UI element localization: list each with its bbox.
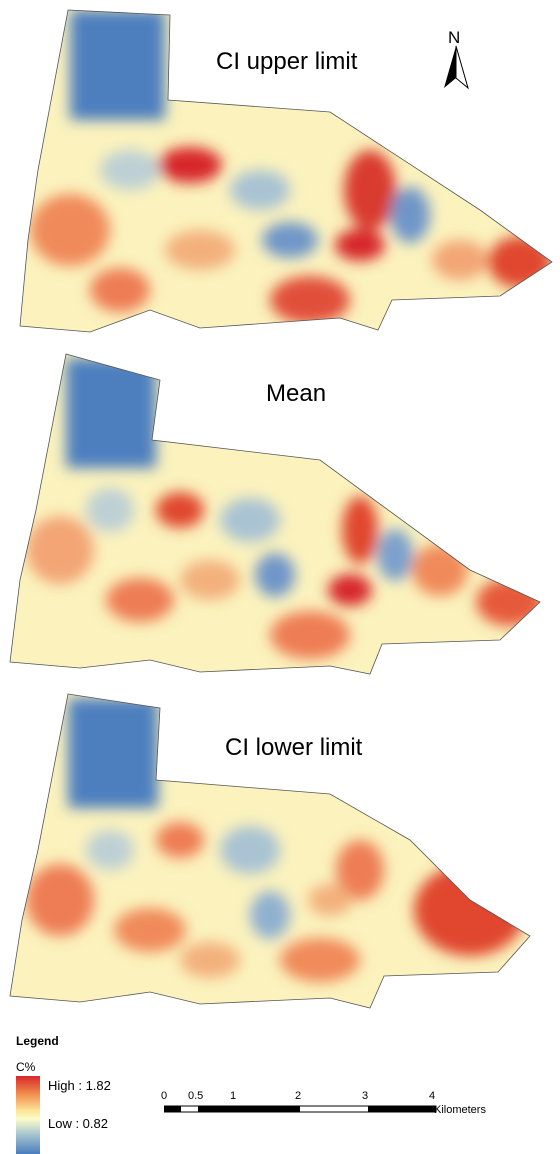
map-upper-svg	[19, 9, 553, 333]
panel-title: Mean	[266, 380, 327, 407]
scale-tick: 2	[295, 1090, 302, 1102]
panel-title: CI lower limit	[225, 734, 363, 761]
map-lower-svg	[9, 693, 531, 1009]
map-panel-upper: CI upper limit	[0, 0, 560, 340]
north-arrow: N	[436, 28, 476, 98]
legend-high-label: High : 1.82	[48, 1078, 111, 1093]
map-mean-svg	[9, 353, 541, 675]
map-panel-mean: Mean	[0, 340, 560, 690]
north-arrow-icon	[444, 45, 469, 90]
scale-unit: Kilometers	[434, 1104, 486, 1116]
legend: Legend C% High : 1.82 Low : 0.82	[16, 1030, 166, 1154]
legend-field: C%	[16, 1060, 36, 1074]
legend-color-ramp	[16, 1076, 40, 1154]
scale-tick: 4	[429, 1090, 436, 1102]
legend-low-label: Low : 0.82	[48, 1116, 108, 1131]
scale-tick: 0	[161, 1090, 168, 1102]
scale-tick: 3	[362, 1090, 369, 1102]
scale-bar-graphic	[164, 1105, 437, 1113]
scale-tick: 1	[230, 1090, 237, 1102]
scale-bar: 0 0.5 1 2 3 4 Kilometers	[160, 1090, 500, 1130]
north-label: N	[448, 28, 461, 47]
map-panel-lower: CI lower limit	[0, 690, 560, 1020]
panel-title: CI upper limit	[216, 48, 358, 75]
scale-tick: 0.5	[188, 1090, 204, 1102]
legend-title: Legend	[16, 1034, 59, 1048]
